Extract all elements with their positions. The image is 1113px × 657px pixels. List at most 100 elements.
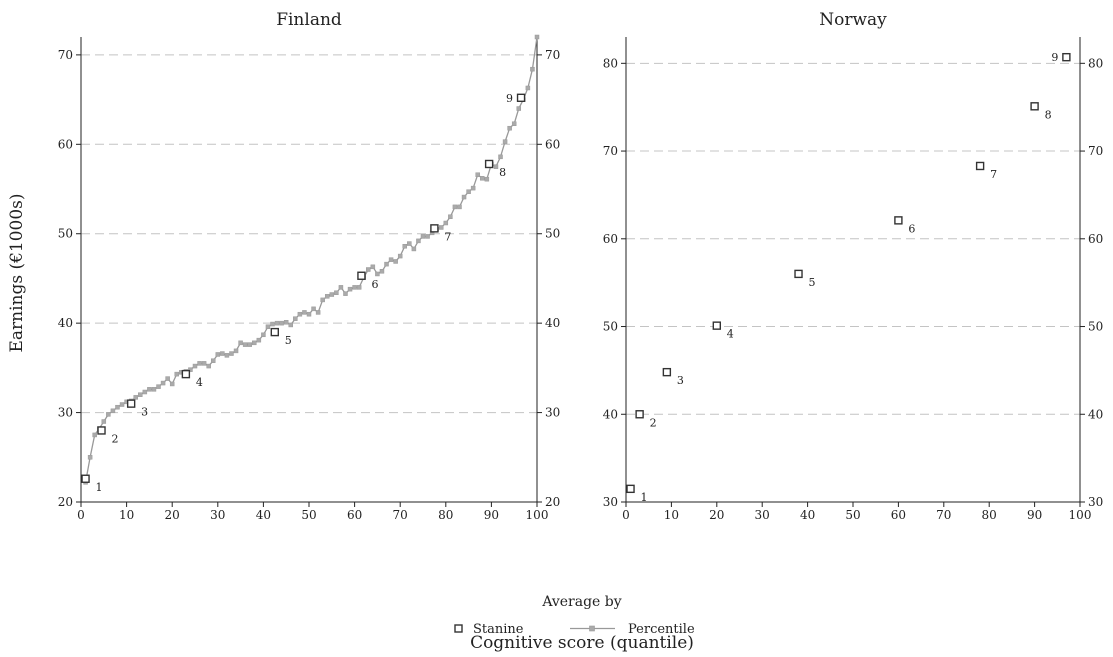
percentile-point (133, 395, 138, 400)
percentile-point (516, 106, 522, 111)
percentile-point (174, 371, 180, 377)
percentile-point (334, 290, 339, 295)
percentile-point (87, 455, 93, 460)
x-tick-label: 50 (845, 508, 860, 522)
percentile-point (201, 361, 207, 366)
y-tick-label-left: 50 (58, 227, 73, 241)
percentile-point (470, 185, 476, 191)
percentile-point (452, 204, 458, 210)
percentile-point (288, 322, 294, 328)
percentile-point (192, 363, 198, 369)
stanine-label: 4 (727, 328, 734, 341)
stanine-point (181, 369, 191, 379)
x-tick-label: 30 (210, 508, 225, 522)
percentile-point (475, 172, 480, 177)
percentile-point (279, 320, 284, 326)
stanine-point (516, 93, 526, 103)
stanine-label: 1 (96, 481, 103, 494)
x-tick-label: 40 (256, 508, 271, 522)
percentile-point (384, 261, 389, 267)
y-tick-label-right: 30 (1088, 495, 1103, 509)
stanine-point (975, 161, 985, 171)
percentile-point (293, 316, 298, 321)
percentile-point (165, 376, 170, 381)
percentile-point (397, 253, 403, 259)
stanine-point (794, 269, 803, 279)
y-tick-label-left: 30 (58, 406, 73, 420)
percentile-line (84, 36, 538, 483)
y-tick-label-left: 60 (58, 137, 73, 151)
stanine-label: 8 (499, 166, 506, 179)
percentile-point (370, 264, 376, 270)
stanine-label: 8 (1045, 108, 1052, 121)
x-tick-label: 40 (800, 508, 815, 522)
x-tick-label: 70 (393, 508, 408, 522)
percentile-point (92, 432, 97, 438)
stanine-point (357, 271, 366, 280)
percentile-point (320, 297, 325, 303)
stanine-point (1030, 102, 1039, 111)
panel-finland: Finland 20 20 30 30 40 40 50 50 60 60 70 70 0 10 20 30 40… (58, 10, 561, 522)
stanine-label: 5 (285, 334, 292, 347)
stanine-point (126, 399, 136, 408)
percentile-point (229, 351, 234, 356)
stanine-label: 3 (677, 374, 684, 387)
stanine-point (626, 484, 635, 494)
y-tick-label-right: 50 (545, 227, 560, 241)
percentile-point (407, 241, 412, 246)
y-tick-label-right: 60 (545, 137, 560, 151)
percentile-point (507, 125, 512, 131)
x-tick-label: 80 (438, 508, 453, 522)
percentile-point (156, 384, 161, 389)
x-tick-label: 20 (709, 508, 724, 522)
percentile-point (347, 286, 353, 292)
percentile-point (484, 176, 490, 182)
panel-title: Norway (819, 10, 887, 30)
legend-stanine-label: Stanine (473, 622, 524, 637)
percentile-point (480, 176, 485, 181)
percentile-point (215, 352, 221, 357)
percentile-point (188, 367, 193, 372)
stanine-point (97, 426, 106, 435)
percentile-point (224, 353, 230, 358)
x-tick-label: 90 (484, 508, 499, 522)
y-tick-label-right: 30 (545, 406, 560, 420)
stanine-label: 3 (141, 406, 148, 419)
x-tick-label: 20 (165, 508, 180, 522)
percentile-point (315, 310, 321, 315)
percentile-point (416, 238, 421, 244)
y-tick-label-right: 70 (1088, 144, 1103, 158)
x-tick-label: 10 (119, 508, 134, 522)
percentile-point (379, 269, 385, 274)
percentile-point (110, 408, 116, 414)
y-tick-label-left: 70 (603, 144, 618, 158)
stanine-label: 6 (908, 222, 915, 235)
percentile-point (457, 204, 462, 210)
percentile-point (138, 392, 143, 397)
y-tick-label-left: 30 (603, 495, 618, 509)
stanine-label: 9 (1051, 51, 1058, 64)
x-tick-label: 90 (1027, 508, 1042, 522)
percentile-point (256, 337, 262, 343)
percentile-point (242, 342, 248, 347)
percentile-point (375, 271, 380, 277)
percentile-point (366, 267, 371, 272)
percentile-point (420, 234, 426, 239)
y-tick-label-right: 40 (545, 316, 560, 330)
percentile-point (252, 340, 257, 346)
percentile-point (338, 285, 344, 290)
percentile-point (402, 244, 408, 249)
stanine-label: 7 (444, 230, 451, 243)
x-tick-label: 30 (755, 508, 770, 522)
y-tick-label-left: 80 (603, 56, 618, 70)
panel-title: Finland (276, 10, 342, 30)
x-tick-label: 60 (891, 508, 906, 522)
percentile-point (101, 419, 107, 424)
stanine-point (712, 321, 721, 330)
percentile-point (220, 351, 225, 356)
percentile-point (352, 285, 357, 290)
percentile-point (270, 321, 275, 327)
y-tick-label-left: 50 (603, 320, 618, 334)
percentile-point (525, 85, 531, 91)
